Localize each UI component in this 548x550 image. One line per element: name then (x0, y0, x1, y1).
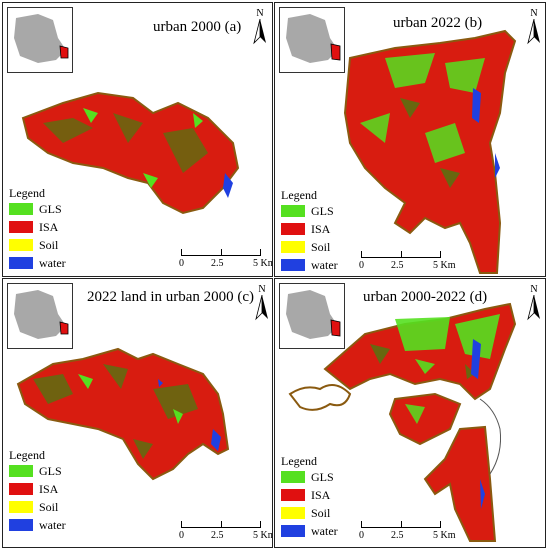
scale-bar: 0 2.5 5 Km (359, 521, 456, 543)
legend-item-gls: GLS (281, 471, 338, 483)
scale-bar: 0 2.5 5 Km (359, 251, 456, 273)
legend: Legend GLS ISA Soil water (9, 187, 66, 275)
panel-title: urban 2022 (b) (393, 15, 483, 31)
north-arrow-icon: N (525, 285, 543, 321)
panel-title: urban 2000 (a) (153, 19, 242, 35)
map-panel-b: urban 2022 (b) N Legend GLS ISA Soil wat… (274, 2, 546, 277)
scale-bar: 0 2.5 5 Km (179, 521, 272, 543)
map-panel-c: 2022 land in urban 2000 (c) N Legend GLS… (2, 278, 273, 548)
legend-item-water: water (9, 257, 66, 269)
north-arrow-icon: N (251, 9, 269, 45)
legend-item-soil: Soil (9, 501, 66, 513)
legend-item-isa: ISA (9, 221, 66, 233)
legend: Legend GLS ISA Soil water (281, 188, 338, 276)
north-arrow-icon: N (253, 285, 271, 321)
legend-title: Legend (281, 454, 317, 468)
legend-item-soil: Soil (281, 507, 338, 519)
legend-item-gls: GLS (9, 465, 66, 477)
legend-title: Legend (281, 188, 317, 202)
urban-2022-map (343, 29, 517, 274)
legend: Legend GLS ISA Soil water (9, 449, 66, 537)
inset-locator-map (279, 7, 345, 73)
legend-item-isa: ISA (281, 223, 338, 235)
legend-item-soil: Soil (281, 241, 338, 253)
legend: Legend GLS ISA Soil water (281, 455, 338, 543)
legend-item-water: water (9, 519, 66, 531)
inset-locator-map (279, 283, 345, 349)
scale-bar: 0 2.5 5 Km (179, 249, 272, 271)
map-panel-d: urban 2000-2022 (d) N Legend GLS ISA Soi… (274, 278, 546, 548)
legend-item-gls: GLS (281, 205, 338, 217)
legend-item-water: water (281, 259, 338, 271)
legend-title: Legend (9, 448, 45, 462)
legend-item-water: water (281, 525, 338, 537)
land-2022-in-urban-2000-map (16, 347, 230, 481)
panel-title: urban 2000-2022 (d) (363, 289, 488, 305)
legend-item-isa: ISA (9, 483, 66, 495)
legend-item-isa: ISA (281, 489, 338, 501)
legend-title: Legend (9, 186, 45, 200)
north-arrow-icon: N (525, 9, 543, 45)
panel-title: 2022 land in urban 2000 (c) (87, 289, 255, 305)
legend-item-soil: Soil (9, 239, 66, 251)
legend-item-gls: GLS (9, 203, 66, 215)
inset-locator-map (7, 7, 73, 73)
urban-2000-map (21, 91, 240, 215)
inset-locator-map (7, 283, 73, 349)
urban-2000-2022-map (288, 302, 517, 542)
map-panel-a: urban 2000 (a) N Legend GLS ISA Soil wat… (2, 2, 273, 277)
